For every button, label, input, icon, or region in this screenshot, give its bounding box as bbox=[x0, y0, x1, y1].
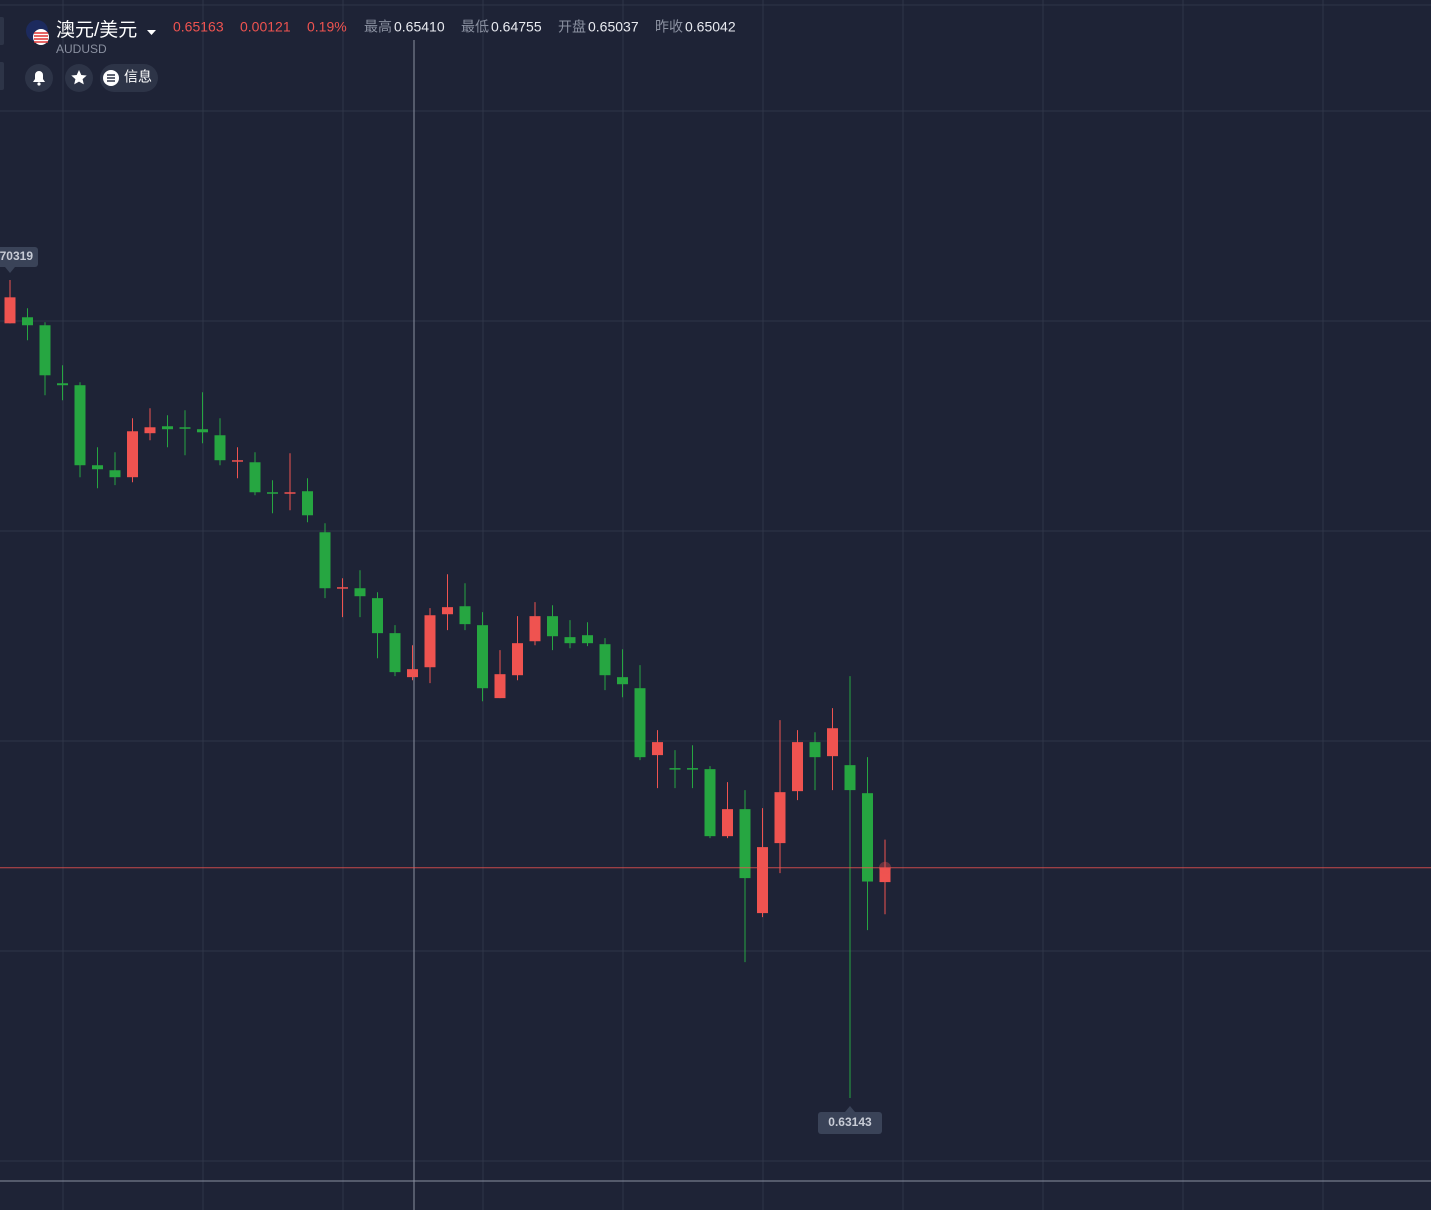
stat-label: 最高 bbox=[364, 19, 392, 35]
candle-body bbox=[564, 637, 576, 644]
candle-body bbox=[739, 809, 751, 879]
candle-body bbox=[407, 669, 418, 678]
low-label: 0.63143 bbox=[828, 1115, 872, 1129]
candle-body bbox=[494, 674, 506, 699]
high-label: 70319 bbox=[0, 249, 33, 263]
alert-button[interactable] bbox=[25, 64, 53, 92]
dropdown-caret[interactable] bbox=[147, 30, 156, 35]
candle-body bbox=[652, 742, 663, 756]
flag-stripes bbox=[34, 32, 48, 43]
candle-body bbox=[634, 688, 646, 758]
stat-value: 0.65410 bbox=[394, 19, 445, 35]
candle-body bbox=[162, 426, 173, 430]
candle-body bbox=[862, 793, 873, 882]
info-button[interactable]: 信息 bbox=[100, 64, 158, 92]
candle-body bbox=[179, 427, 191, 429]
symbol: AUDUSD bbox=[56, 42, 107, 56]
candle-body bbox=[109, 470, 121, 478]
side-tab[interactable] bbox=[0, 17, 4, 45]
candle-body bbox=[617, 677, 628, 685]
low-label-tip bbox=[845, 1106, 855, 1112]
stat-label: 开盘 bbox=[558, 19, 586, 35]
candle-body bbox=[22, 317, 33, 326]
change-pct: 0.19% bbox=[307, 19, 347, 35]
candle-body bbox=[92, 465, 103, 470]
candle-body bbox=[547, 616, 558, 637]
candle-body bbox=[302, 491, 313, 516]
candle-body bbox=[4, 297, 16, 324]
candle-body bbox=[267, 492, 278, 494]
high-label-box bbox=[0, 247, 38, 267]
change: 0.00121 bbox=[240, 19, 291, 35]
candle-body bbox=[844, 765, 856, 791]
candle-body bbox=[582, 635, 593, 644]
candle-body bbox=[372, 598, 383, 634]
candle-body bbox=[809, 742, 821, 758]
candle-body bbox=[442, 607, 453, 615]
candle-body bbox=[214, 435, 226, 461]
candle-body bbox=[127, 431, 138, 478]
candle-body bbox=[284, 492, 296, 494]
candle-body bbox=[757, 847, 768, 914]
candle-body bbox=[354, 588, 366, 597]
low-label-box bbox=[818, 1112, 882, 1134]
stat-value: 0.64755 bbox=[491, 19, 542, 35]
candle-body bbox=[39, 325, 51, 376]
candle-body bbox=[669, 768, 681, 770]
candle-body bbox=[197, 429, 208, 433]
candle-body bbox=[144, 427, 156, 434]
candle-body bbox=[774, 792, 786, 844]
candle-body bbox=[232, 460, 243, 462]
candles bbox=[4, 280, 891, 1098]
candle-body bbox=[512, 643, 523, 676]
last-price-glow bbox=[879, 861, 891, 874]
stat-label: 昨收 bbox=[655, 19, 683, 35]
candle-body bbox=[827, 728, 838, 757]
candle-body bbox=[477, 625, 488, 689]
candle-body bbox=[424, 615, 436, 668]
candle-body bbox=[722, 809, 733, 837]
stat-label: 最低 bbox=[461, 19, 489, 35]
candle-body bbox=[599, 644, 611, 676]
candle-body bbox=[57, 383, 68, 386]
candle-body bbox=[529, 616, 541, 642]
stat-value: 0.65042 bbox=[685, 19, 736, 35]
candle-body bbox=[319, 532, 331, 589]
candle-body bbox=[792, 742, 803, 792]
candle-body bbox=[459, 606, 471, 625]
candle-body bbox=[74, 385, 86, 466]
favorite-button[interactable] bbox=[65, 64, 93, 92]
pair-name[interactable]: 澳元/美元 bbox=[56, 19, 137, 41]
candle-body bbox=[249, 462, 261, 493]
toolbar: 信息 bbox=[25, 64, 158, 92]
candle-body bbox=[337, 587, 348, 589]
stat-value: 0.65037 bbox=[588, 19, 639, 35]
candle-body bbox=[879, 867, 891, 883]
candle-body bbox=[389, 633, 401, 673]
price: 0.65163 bbox=[173, 19, 224, 35]
candle-body bbox=[687, 768, 698, 770]
info-label[interactable]: 信息 bbox=[124, 69, 152, 85]
header: 澳元/美元 AUDUSD 0.65163 0.00121 0.19% 最高 0.… bbox=[26, 19, 736, 56]
side-tab[interactable] bbox=[0, 62, 4, 90]
candle-body bbox=[704, 769, 716, 837]
high-label-tip bbox=[5, 267, 15, 273]
